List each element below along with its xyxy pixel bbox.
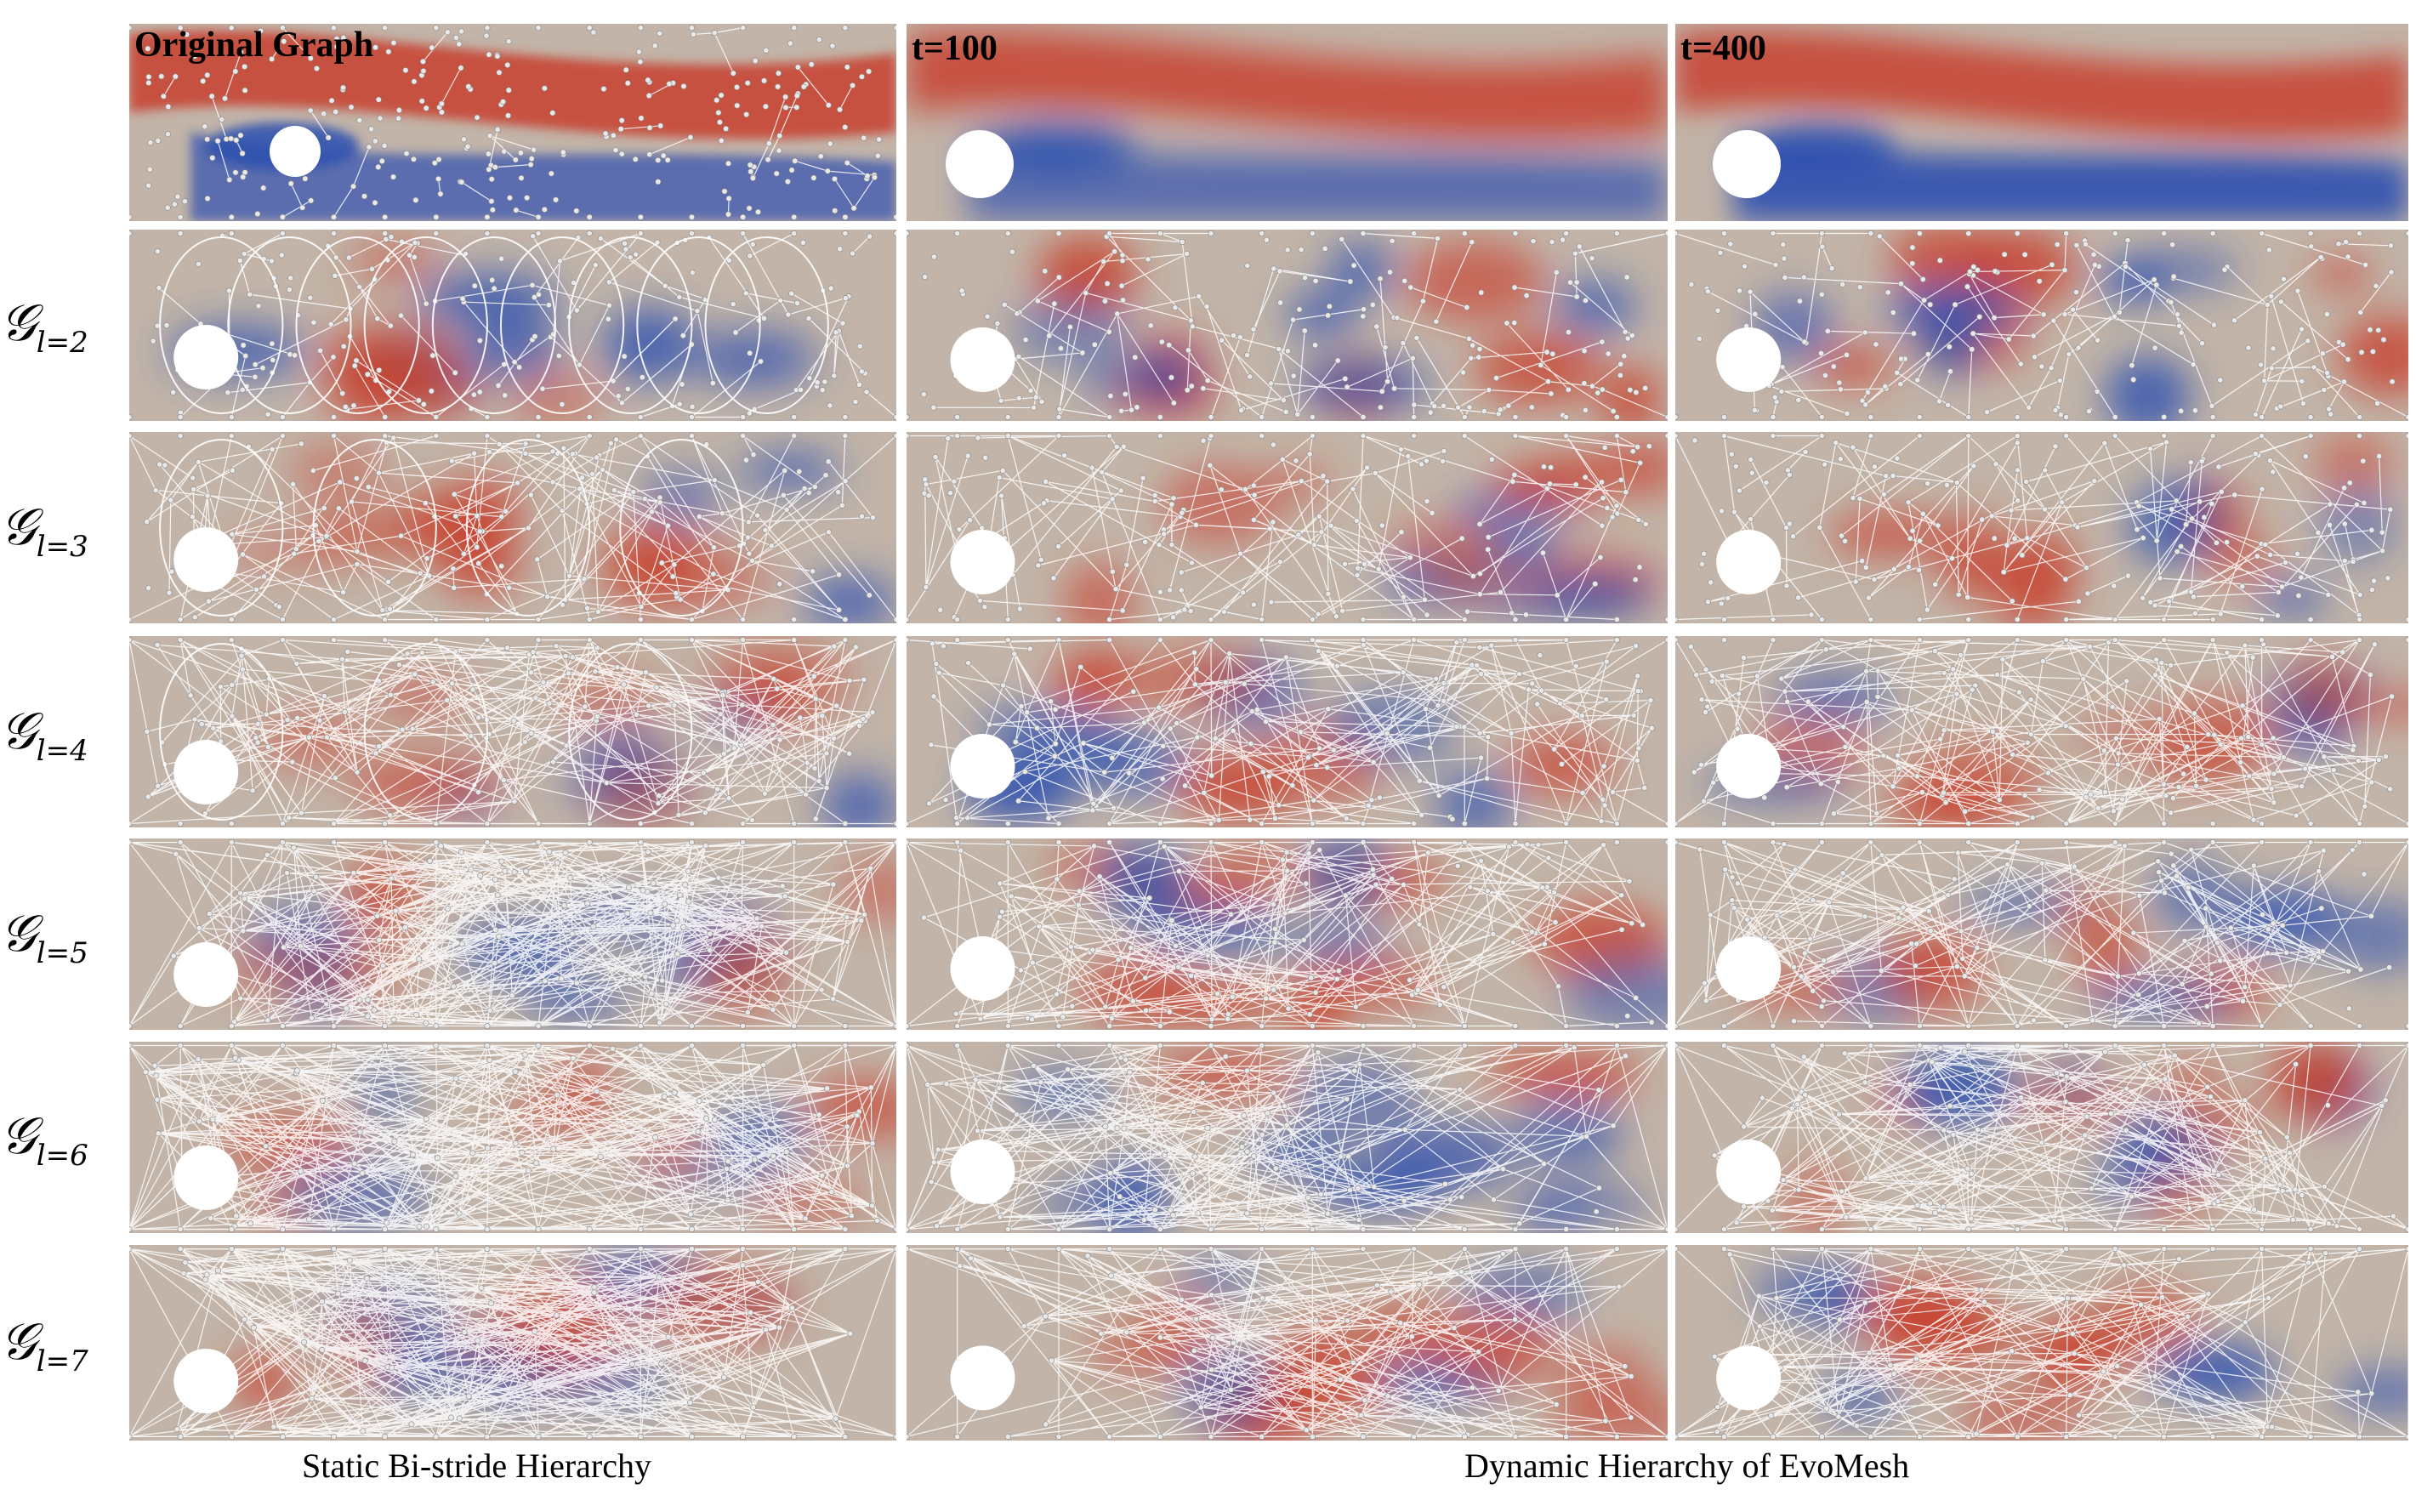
panel-graphic — [129, 230, 896, 421]
panel-static-l4 — [129, 636, 896, 827]
panel-graphic — [907, 24, 1668, 221]
panel-t100-l5 — [907, 838, 1668, 1030]
row-label-l4-base: 𝒢 — [0, 702, 37, 761]
panel-graphic — [129, 24, 896, 221]
panel-static-l7 — [129, 1245, 896, 1441]
row-label-l3: 𝒢l=3 — [0, 502, 119, 561]
row-label-l7-base: 𝒢 — [0, 1312, 37, 1372]
panel-t400-l3 — [1675, 432, 2408, 623]
row-label-l2-base: 𝒢 — [0, 293, 37, 353]
panel-graphic — [1675, 838, 2408, 1030]
row-label-l4-sub: l=4 — [36, 734, 88, 768]
row-label-l6-base: 𝒢 — [0, 1106, 37, 1166]
row-label-l3-base: 𝒢 — [0, 497, 37, 557]
caption-static: Static Bi-stride Hierarchy — [302, 1447, 651, 1485]
row-label-l7-sub: l=7 — [36, 1344, 88, 1378]
panel-graphic — [1675, 1245, 2408, 1441]
panel-t400-l5 — [1675, 838, 2408, 1030]
panel-graphic — [907, 1245, 1668, 1441]
panel-graphic — [907, 1042, 1668, 1233]
panel-graphic — [1675, 636, 2408, 827]
panel-t100-l3 — [907, 432, 1668, 623]
panel-t400-l6 — [1675, 1042, 2408, 1233]
panel-graphic — [1675, 432, 2408, 623]
panel-t100-l6 — [907, 1042, 1668, 1233]
row-label-l4: 𝒢l=4 — [0, 706, 119, 765]
panel-graphic — [1675, 1042, 2408, 1233]
row-label-l5-base: 𝒢 — [0, 904, 37, 963]
panel-original-graph — [129, 24, 896, 221]
panel-static-l6 — [129, 1042, 896, 1233]
panel-static-l3 — [129, 432, 896, 623]
panel-graphic — [1675, 230, 2408, 421]
panel-graphic — [907, 230, 1668, 421]
panel-graphic — [907, 432, 1668, 623]
t100-label: t=100 — [912, 29, 998, 68]
panel-graphic — [129, 1042, 896, 1233]
panel-graphic — [907, 838, 1668, 1030]
panel-t400-flow — [1675, 24, 2408, 221]
row-label-l5-sub: l=5 — [36, 936, 88, 970]
panel-graphic — [129, 1245, 896, 1441]
panel-t400-l7 — [1675, 1245, 2408, 1441]
row-label-l2-sub: l=2 — [36, 326, 88, 360]
row-label-l6: 𝒢l=6 — [0, 1111, 119, 1170]
row-label-l5: 𝒢l=5 — [0, 908, 119, 968]
panel-graphic — [907, 636, 1668, 827]
row-label-l6-sub: l=6 — [36, 1139, 88, 1173]
row-label-l7: 𝒢l=7 — [0, 1316, 119, 1376]
panel-t100-l2 — [907, 230, 1668, 421]
row-label-l3-sub: l=3 — [36, 530, 88, 564]
panel-graphic — [129, 432, 896, 623]
panel-graphic — [1675, 24, 2408, 221]
panel-static-l5 — [129, 838, 896, 1030]
original-graph-title: Original Graph — [134, 26, 374, 65]
panel-graphic — [129, 838, 896, 1030]
panel-t400-l4 — [1675, 636, 2408, 827]
panel-t100-l4 — [907, 636, 1668, 827]
panel-t400-l2 — [1675, 230, 2408, 421]
row-label-l2: 𝒢l=2 — [0, 298, 119, 357]
panel-t100-flow — [907, 24, 1668, 221]
panel-static-l2 — [129, 230, 896, 421]
caption-dynamic: Dynamic Hierarchy of EvoMesh — [1464, 1447, 1910, 1485]
panel-t100-l7 — [907, 1245, 1668, 1441]
t400-label: t=400 — [1680, 29, 1766, 68]
panel-graphic — [129, 636, 896, 827]
